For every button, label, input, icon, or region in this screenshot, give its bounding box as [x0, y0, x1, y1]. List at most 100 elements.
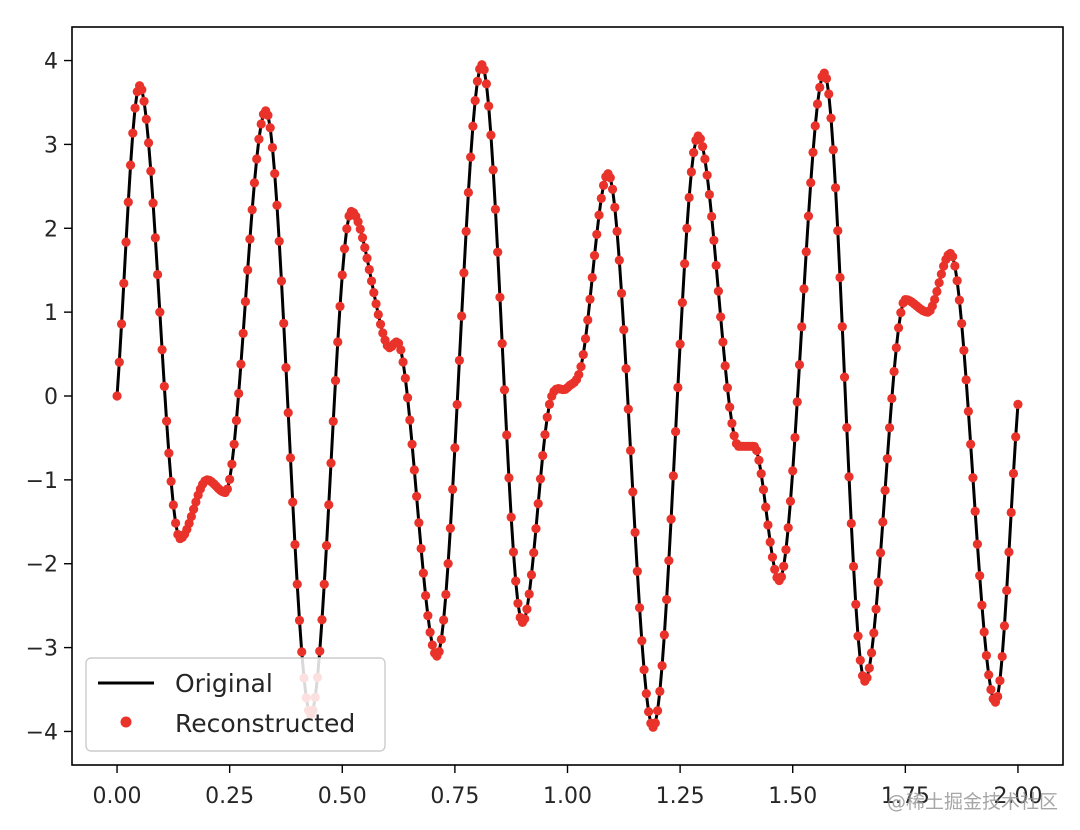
reconstructed-point — [281, 363, 291, 373]
reconstructed-point — [851, 599, 861, 610]
x-tick-label: 1.50 — [768, 784, 817, 809]
reconstructed-point — [139, 96, 149, 106]
reconstructed-point — [279, 318, 289, 329]
reconstructed-point — [585, 294, 595, 304]
y-tick-label: 0 — [44, 385, 58, 410]
reconstructed-point — [936, 269, 946, 279]
reconstructed-point — [479, 65, 489, 75]
reconstructed-point — [702, 170, 712, 180]
reconstructed-point — [790, 432, 800, 443]
reconstructed-point — [270, 169, 280, 179]
reconstructed-point — [761, 502, 771, 512]
reconstructed-point — [675, 339, 685, 349]
reconstructed-point — [810, 121, 820, 131]
reconstructed-point — [853, 631, 863, 641]
reconstructed-point — [634, 603, 645, 613]
reconstructed-point — [680, 259, 690, 269]
reconstructed-point — [619, 325, 629, 335]
reconstructed-point — [704, 189, 714, 200]
reconstructed-point — [452, 399, 462, 410]
reconstructed-point — [400, 373, 410, 383]
reconstructed-point — [652, 706, 663, 716]
reconstructed-point — [402, 393, 413, 403]
reconstructed-point — [229, 439, 239, 449]
reconstructed-point — [533, 499, 543, 509]
reconstructed-point — [855, 655, 865, 665]
reconstructed-point — [164, 448, 174, 458]
reconstructed-point — [335, 301, 345, 312]
reconstructed-point — [252, 154, 262, 164]
reconstructed-point — [783, 523, 793, 533]
reconstructed-point — [698, 142, 708, 152]
x-tick-label: 0.25 — [205, 784, 254, 809]
reconstructed-point — [887, 393, 897, 404]
reconstructed-point — [668, 471, 678, 481]
reconstructed-point — [409, 465, 419, 475]
reconstructed-point — [707, 211, 717, 222]
reconstructed-point — [333, 337, 343, 347]
legend: Original Reconstructed — [85, 657, 386, 752]
reconstructed-point — [445, 523, 455, 533]
reconstructed-point — [662, 594, 672, 605]
reconstructed-point — [781, 545, 791, 555]
reconstructed-point — [486, 130, 496, 140]
reconstructed-point — [934, 278, 944, 288]
reconstructed-point — [866, 648, 877, 658]
reconstructed-point — [689, 147, 699, 158]
reconstructed-point — [450, 443, 460, 453]
reconstructed-point — [792, 397, 802, 407]
reconstructed-point — [285, 453, 296, 463]
reconstructed-point — [116, 319, 127, 329]
reconstructed-point — [162, 416, 172, 426]
reconstructed-point — [362, 253, 372, 263]
reconstructed-point — [632, 566, 642, 576]
reconstructed-point — [948, 252, 958, 262]
reconstructed-point — [321, 540, 332, 551]
reconstructed-point — [975, 571, 985, 581]
reconstructed-point — [412, 491, 422, 501]
reconstructed-point — [540, 430, 550, 440]
reconstructed-point — [339, 244, 350, 254]
reconstructed-point — [249, 178, 260, 188]
reconstructed-point — [238, 328, 248, 338]
reconstructed-point — [880, 485, 890, 495]
reconstructed-point — [815, 82, 825, 92]
reconstructed-point — [835, 272, 845, 283]
reconstructed-point — [421, 591, 431, 601]
reconstructed-point — [776, 572, 787, 582]
reconstructed-point — [979, 627, 989, 637]
reconstructed-point — [168, 500, 178, 510]
reconstructed-point — [842, 422, 852, 433]
reconstructed-point — [355, 224, 365, 234]
reconstructed-point — [222, 484, 233, 494]
reconstructed-point — [520, 614, 530, 624]
x-tick-label: 1.75 — [881, 784, 930, 809]
reconstructed-point — [666, 514, 676, 524]
reconstructed-point — [756, 469, 766, 479]
reconstructed-point — [873, 577, 883, 587]
reconstructed-point — [375, 319, 386, 329]
reconstructed-point — [267, 142, 278, 153]
reconstructed-point — [896, 308, 906, 318]
reconstructed-point — [274, 236, 284, 246]
reconstructed-point — [821, 73, 832, 84]
reconstructed-point — [970, 506, 980, 516]
reconstructed-point — [729, 431, 739, 441]
x-tick-label: 0.75 — [430, 784, 479, 809]
reconstructed-point — [930, 294, 940, 305]
y-tick-label: −2 — [26, 553, 58, 578]
reconstructed-point — [150, 233, 160, 243]
reconstructed-point — [625, 445, 636, 456]
reconstructed-point — [484, 101, 494, 111]
reconstructed-point — [993, 691, 1003, 702]
reconstructed-point — [157, 345, 167, 355]
y-tick-label: −4 — [26, 720, 58, 745]
reconstructed-point — [472, 76, 483, 86]
reconstructed-point — [511, 576, 521, 586]
reconstructed-point — [589, 250, 600, 261]
reconstructed-point — [121, 237, 131, 247]
reconstructed-point — [808, 147, 818, 157]
reconstructed-point — [290, 539, 300, 550]
reconstructed-point — [844, 472, 854, 482]
